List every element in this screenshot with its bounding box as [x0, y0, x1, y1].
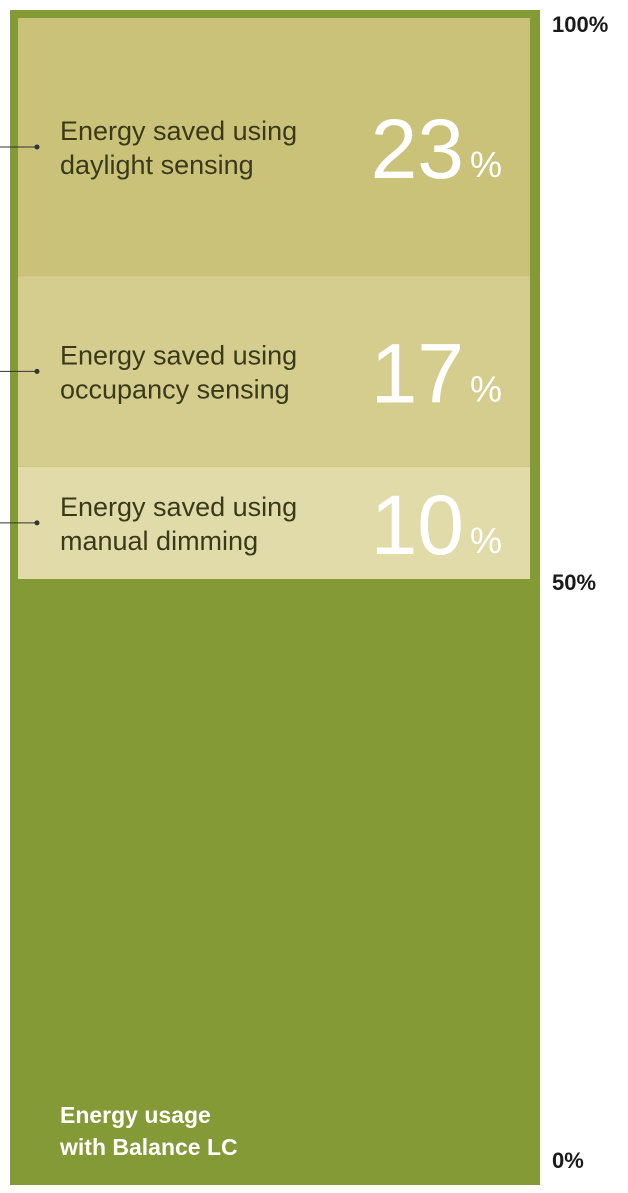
value-daylight-sensing: 23: [371, 102, 464, 196]
connector-dot-occupancy-sensing: [34, 368, 40, 374]
unit-daylight-sensing: %: [470, 144, 502, 185]
segment-occupancy-sensing: [18, 276, 530, 467]
value-manual-dimming: 10: [371, 478, 464, 572]
label-daylight-sensing-line1: Energy saved using: [60, 116, 297, 146]
usage-label-line1: Energy usage: [60, 1102, 211, 1128]
segment-manual-dimming: [18, 466, 530, 579]
segment-daylight-sensing: [18, 18, 530, 277]
connector-dot-manual-dimming: [34, 520, 40, 526]
value-occupancy-sensing: 17: [371, 326, 464, 420]
unit-manual-dimming: %: [470, 520, 502, 561]
label-manual-dimming-line2: manual dimming: [60, 526, 258, 556]
usage-segment: [18, 579, 530, 1140]
y-tick-100: 100%: [552, 12, 608, 37]
connector-dot-daylight-sensing: [34, 144, 40, 150]
label-occupancy-sensing-line1: Energy saved using: [60, 340, 297, 370]
usage-label-line2: with Balance LC: [59, 1134, 238, 1160]
unit-occupancy-sensing: %: [470, 368, 502, 409]
label-manual-dimming-line1: Energy saved using: [60, 492, 297, 522]
y-tick-0: 0%: [552, 1148, 584, 1173]
y-tick-50: 50%: [552, 570, 596, 595]
label-daylight-sensing-line2: daylight sensing: [60, 150, 254, 180]
label-occupancy-sensing-line2: occupancy sensing: [60, 374, 290, 404]
